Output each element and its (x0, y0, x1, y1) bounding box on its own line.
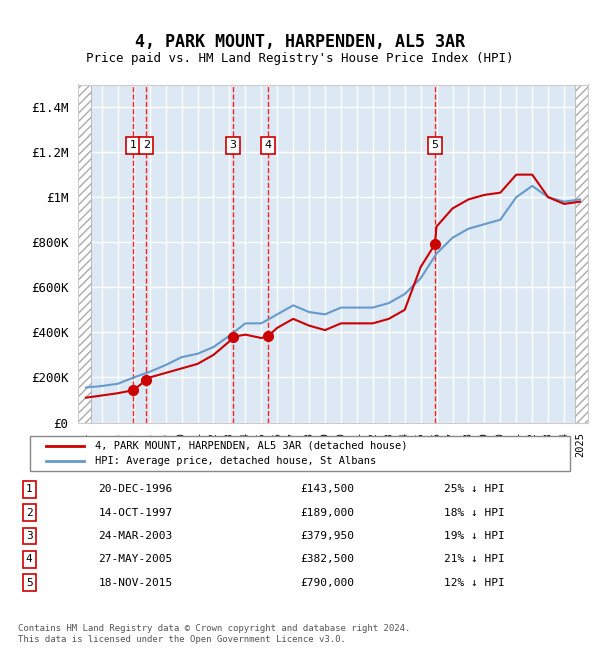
Text: 4: 4 (264, 140, 271, 150)
Text: £790,000: £790,000 (300, 578, 354, 588)
Text: 5: 5 (26, 578, 32, 588)
Text: 21% ↓ HPI: 21% ↓ HPI (444, 554, 505, 564)
Text: 4, PARK MOUNT, HARPENDEN, AL5 3AR (detached house): 4, PARK MOUNT, HARPENDEN, AL5 3AR (detac… (95, 441, 407, 450)
Bar (78, 84, 91, 422)
Text: 1: 1 (130, 140, 137, 150)
Text: 2: 2 (143, 140, 150, 150)
Text: 18% ↓ HPI: 18% ↓ HPI (444, 508, 505, 517)
Text: 2: 2 (26, 508, 32, 517)
Text: 27-MAY-2005: 27-MAY-2005 (98, 554, 173, 564)
Text: 24-MAR-2003: 24-MAR-2003 (98, 531, 173, 541)
Text: 3: 3 (26, 531, 32, 541)
Text: 20-DEC-1996: 20-DEC-1996 (98, 484, 173, 495)
Text: 3: 3 (230, 140, 236, 150)
Text: £143,500: £143,500 (300, 484, 354, 495)
Text: 18-NOV-2015: 18-NOV-2015 (98, 578, 173, 588)
Text: 14-OCT-1997: 14-OCT-1997 (98, 508, 173, 517)
Text: 12% ↓ HPI: 12% ↓ HPI (444, 578, 505, 588)
Text: HPI: Average price, detached house, St Albans: HPI: Average price, detached house, St A… (95, 456, 376, 466)
Text: 19% ↓ HPI: 19% ↓ HPI (444, 531, 505, 541)
Bar (575, 84, 588, 422)
Text: £189,000: £189,000 (300, 508, 354, 517)
Text: Contains HM Land Registry data © Crown copyright and database right 2024.
This d: Contains HM Land Registry data © Crown c… (18, 624, 410, 644)
Text: 1: 1 (26, 484, 32, 495)
Bar (78, 84, 91, 422)
Text: £382,500: £382,500 (300, 554, 354, 564)
FancyBboxPatch shape (30, 436, 570, 471)
Text: 4: 4 (26, 554, 32, 564)
Text: £379,950: £379,950 (300, 531, 354, 541)
Text: 5: 5 (431, 140, 439, 150)
Text: Price paid vs. HM Land Registry's House Price Index (HPI): Price paid vs. HM Land Registry's House … (86, 52, 514, 65)
Text: 4, PARK MOUNT, HARPENDEN, AL5 3AR: 4, PARK MOUNT, HARPENDEN, AL5 3AR (135, 33, 465, 51)
Bar (575, 84, 588, 422)
Text: 25% ↓ HPI: 25% ↓ HPI (444, 484, 505, 495)
